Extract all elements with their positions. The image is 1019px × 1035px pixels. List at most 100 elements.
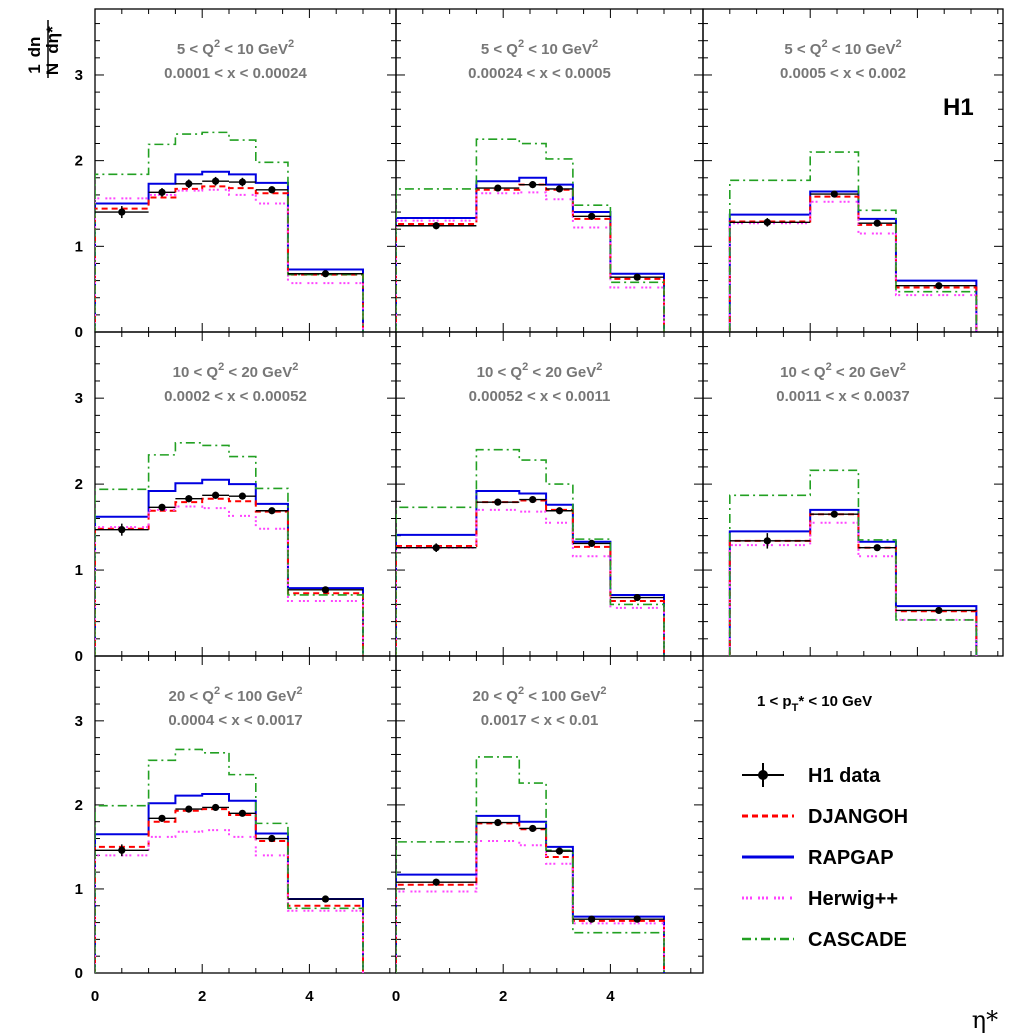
legend-label: DJANGOH bbox=[808, 806, 908, 828]
data-bin-lines bbox=[95, 494, 363, 591]
q2-range-label: 10 < Q2 < 20 GeV2 bbox=[780, 361, 906, 381]
x-tick-label: 0 bbox=[392, 988, 400, 1005]
panel-frame bbox=[395, 655, 704, 974]
panel-6: 10 < Q2 < 20 GeV2 0.0011 < x < 0.0037 bbox=[702, 331, 1004, 657]
y-tick-label: 0 bbox=[75, 324, 83, 341]
y-tick-label: 1 bbox=[75, 238, 83, 255]
y-tick-label: 2 bbox=[75, 797, 83, 814]
panel-3: 5 < Q2 < 10 GeV2 0.0005 < x < 0.002 bbox=[702, 8, 1004, 333]
series-herwig bbox=[95, 829, 364, 973]
y-axis-label: 1 dn N dη* bbox=[25, 20, 62, 78]
y-tick-label: 3 bbox=[75, 67, 83, 84]
legend-item-cascade: CASCADE bbox=[742, 929, 907, 951]
q2-range-label: 20 < Q2 < 100 GeV2 bbox=[472, 685, 606, 705]
x-range-label: 0.0004 < x < 0.0017 bbox=[168, 712, 302, 729]
x-range-label: 0.0005 < x < 0.002 bbox=[780, 65, 906, 82]
series-herwig bbox=[396, 508, 665, 656]
series-djangoh bbox=[95, 497, 364, 656]
y-tick-label: 1 bbox=[75, 881, 83, 898]
series-cascade bbox=[396, 756, 665, 973]
series-cascade bbox=[396, 448, 665, 656]
series-herwig bbox=[396, 191, 665, 332]
legend-label: Herwig++ bbox=[808, 888, 898, 910]
x-range-label: 0.0017 < x < 0.01 bbox=[481, 712, 599, 729]
ylabel-denominator: N bbox=[43, 63, 62, 75]
panel-1: 0 1 2 3 5 < Q2 < 10 GeV2 0.0001 < x < 0.00024 bbox=[75, 8, 397, 341]
x-tick-label: 2 bbox=[499, 988, 507, 1005]
x-range-label: 0.00024 < x < 0.0005 bbox=[468, 65, 611, 82]
legend: H1 data DJANGOH RAPGAP Herwig++ CASCADE bbox=[742, 763, 908, 951]
x-tick-label: 4 bbox=[606, 988, 615, 1005]
series-herwig bbox=[728, 521, 978, 656]
data-bin-lines bbox=[95, 806, 363, 900]
panel-frame bbox=[702, 331, 1004, 657]
series-cascade bbox=[95, 748, 364, 973]
series-djangoh bbox=[396, 183, 665, 332]
series-rapgap bbox=[396, 814, 665, 973]
panel-7: 0 1 2 3 0 2 4 20 < Q2 < 100 GeV2 0.0004 < x < 0.… bbox=[75, 655, 397, 1005]
series-rapgap bbox=[728, 190, 978, 332]
y-tick-label: 0 bbox=[75, 648, 83, 665]
data-bin-lines bbox=[396, 183, 664, 278]
y-tick-label: 1 bbox=[75, 562, 83, 579]
panel-5: 10 < Q2 < 20 GeV2 0.00052 < x < 0.0011 bbox=[395, 331, 704, 657]
series-herwig bbox=[95, 188, 364, 332]
legend-marker bbox=[758, 770, 768, 780]
legend-label: H1 data bbox=[808, 765, 881, 787]
x-tick-label: 4 bbox=[305, 988, 314, 1005]
series-djangoh bbox=[95, 185, 364, 332]
panel-2: 5 < Q2 < 10 GeV2 0.00024 < x < 0.0005 bbox=[395, 8, 704, 333]
ylabel-numerator-right: dn bbox=[25, 37, 44, 58]
panel-4: 0 1 2 3 10 < Q2 < 20 GeV2 0.0002 < x < 0.0005… bbox=[75, 331, 397, 665]
x-axis-label: η* bbox=[972, 1006, 998, 1034]
q2-range-label: 5 < Q2 < 10 GeV2 bbox=[784, 38, 901, 58]
series-cascade bbox=[396, 138, 665, 332]
series-herwig bbox=[396, 840, 665, 973]
pt-cut-label: 1 < pT* < 10 GeV bbox=[757, 693, 872, 714]
y-tick-label: 0 bbox=[75, 965, 83, 982]
series-rapgap bbox=[728, 508, 978, 656]
series-rapgap bbox=[95, 170, 364, 332]
data-bin-lines bbox=[396, 498, 664, 599]
legend-label: CASCADE bbox=[808, 929, 907, 951]
series-rapgap bbox=[95, 478, 364, 656]
ylabel-numerator: 1 bbox=[25, 64, 44, 73]
data-bin-lines bbox=[396, 821, 664, 920]
q2-range-label: 20 < Q2 < 100 GeV2 bbox=[168, 685, 302, 705]
series-djangoh bbox=[396, 499, 665, 656]
legend-label: RAPGAP bbox=[808, 847, 894, 869]
data-bin-lines bbox=[729, 193, 977, 287]
series-djangoh bbox=[396, 822, 665, 973]
ylabel-denominator-right: dη* bbox=[43, 26, 62, 54]
data-bin-lines bbox=[95, 180, 363, 275]
experiment-label: H1 bbox=[943, 94, 974, 121]
q2-range-label: 5 < Q2 < 10 GeV2 bbox=[481, 38, 598, 58]
series-cascade bbox=[95, 131, 364, 332]
series-cascade bbox=[729, 151, 978, 332]
x-range-label: 0.0002 < x < 0.00052 bbox=[164, 388, 307, 405]
panel-8: 0 2 4 20 < Q2 < 100 GeV2 0.0017 < x < 0.01 bbox=[392, 655, 704, 1005]
series-cascade bbox=[729, 469, 978, 656]
y-tick-label: 3 bbox=[75, 713, 83, 730]
panels: 0 1 2 3 5 < Q2 < 10 GeV2 0.0001 < x < 0.00024… bbox=[75, 8, 1004, 1005]
series-rapgap bbox=[396, 176, 665, 332]
q2-range-label: 10 < Q2 < 20 GeV2 bbox=[477, 361, 603, 381]
data-bin-lines bbox=[729, 513, 977, 612]
y-tick-label: 2 bbox=[75, 476, 83, 493]
series-djangoh bbox=[728, 195, 978, 332]
x-tick-label: 2 bbox=[198, 988, 206, 1005]
legend-item-djangoh: DJANGOH bbox=[742, 806, 908, 828]
x-range-label: 0.00052 < x < 0.0011 bbox=[469, 388, 611, 405]
series-rapgap bbox=[95, 792, 364, 973]
q2-range-label: 10 < Q2 < 20 GeV2 bbox=[173, 361, 299, 381]
x-range-label: 0.0001 < x < 0.00024 bbox=[164, 65, 307, 82]
x-range-label: 0.0011 < x < 0.0037 bbox=[776, 388, 909, 405]
series-herwig bbox=[95, 505, 364, 656]
legend-item-rapgap: RAPGAP bbox=[742, 847, 894, 869]
y-tick-label: 2 bbox=[75, 153, 83, 170]
legend-item-h1_data: H1 data bbox=[742, 763, 881, 787]
y-tick-label: 3 bbox=[75, 390, 83, 407]
x-tick-label: 0 bbox=[91, 988, 99, 1005]
series-rapgap bbox=[396, 489, 665, 656]
